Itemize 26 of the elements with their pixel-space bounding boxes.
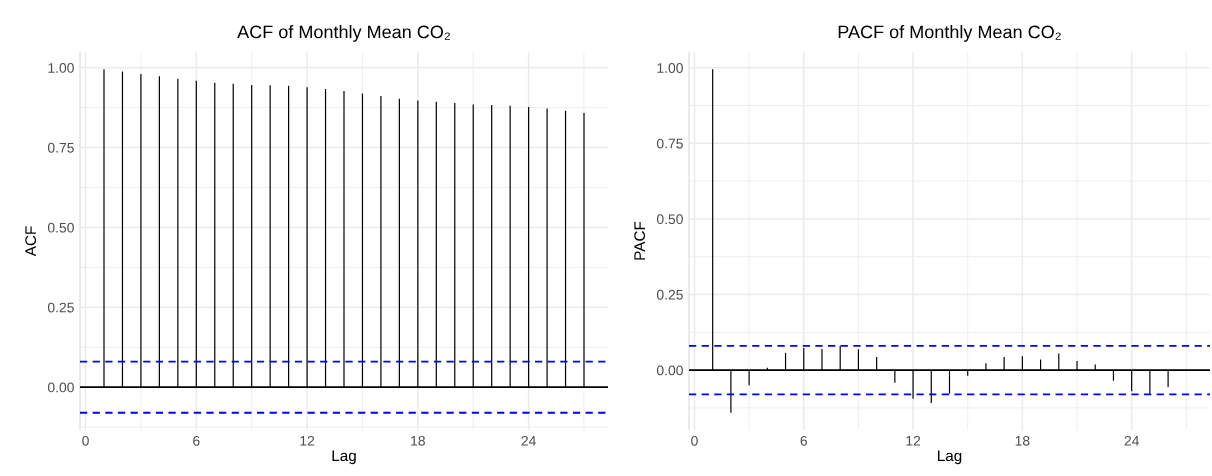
y-tick-label: 0.75: [656, 138, 683, 149]
y-tick-label: 1.00: [657, 63, 683, 73]
y-tick-label: 0.00: [656, 365, 683, 376]
x-tick-label: 0: [691, 435, 698, 446]
y-tick-label: 0.75: [47, 142, 74, 153]
x-tick-label: 12: [300, 435, 315, 446]
chart-title: PACF of Monthly Mean CO₂: [838, 25, 1061, 42]
x-tick-label: 24: [1124, 435, 1139, 446]
y-tick-label: 0.25: [656, 289, 683, 300]
x-axis-title: Lag: [938, 450, 962, 465]
y-tick-label: 0.50: [656, 214, 683, 225]
x-tick-label: 0: [82, 435, 89, 446]
y-tick-label: 0.00: [47, 382, 74, 393]
x-tick-label: 24: [521, 435, 536, 446]
chart-title: ACF of Monthly Mean CO₂: [237, 25, 450, 42]
x-tick-label: 18: [1015, 435, 1030, 446]
x-tick-label: 18: [411, 435, 425, 446]
y-tick-label: 0.25: [47, 302, 74, 313]
x-tick-label: 12: [906, 435, 921, 446]
x-tick-label: 6: [800, 435, 808, 446]
y-tick-label: 1.00: [48, 62, 74, 73]
y-tick-label: 0.50: [47, 222, 74, 233]
x-axis-title: Lag: [332, 450, 356, 465]
x-tick-label: 6: [193, 435, 200, 446]
y-axis-title: PACF: [634, 221, 646, 260]
y-axis-title: ACF: [25, 226, 37, 257]
